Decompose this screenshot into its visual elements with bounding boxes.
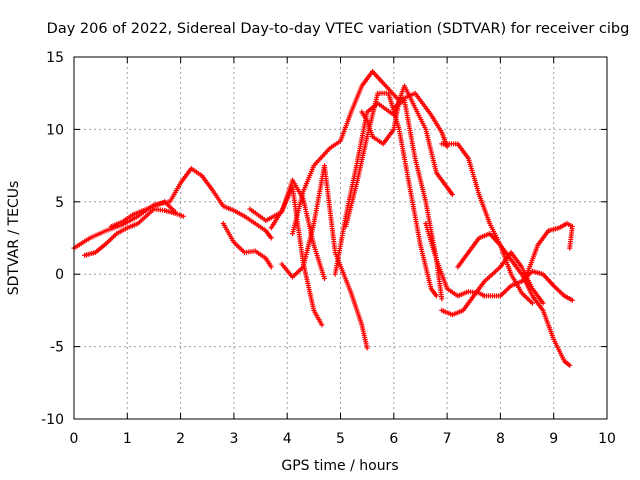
x-tick-label: 5: [336, 431, 345, 447]
series-arc14: [439, 249, 546, 318]
y-axis-label: SDTVAR / TECUs: [6, 181, 22, 296]
data-point: [322, 276, 328, 282]
series-arc10: [343, 90, 439, 299]
x-tick-label: 2: [176, 431, 185, 447]
x-axis-label: GPS time / hours: [281, 458, 398, 474]
series-arc5: [247, 177, 328, 282]
y-tick-label: -5: [50, 340, 64, 356]
axis-ticks: [73, 56, 608, 420]
x-tick-label: 6: [389, 431, 398, 447]
data-point: [540, 300, 546, 306]
x-tick-label: 9: [549, 431, 558, 447]
data-point: [172, 209, 178, 215]
data-point: [529, 300, 535, 306]
data-point: [180, 213, 186, 219]
x-tick-label: 1: [123, 431, 132, 447]
data-point: [364, 345, 370, 351]
data-point: [268, 264, 274, 270]
series-arc17: [481, 268, 575, 303]
data-point: [268, 235, 274, 241]
series-arc3: [108, 199, 178, 229]
series-arc8: [290, 68, 450, 237]
x-tick-label: 0: [70, 431, 79, 447]
data-point: [439, 296, 445, 302]
y-tick-label: 15: [46, 50, 64, 66]
y-tick-labels: -10 -5 0 5 10 15: [41, 50, 64, 428]
data-point: [569, 297, 575, 303]
y-tick-label: 10: [46, 122, 64, 138]
data-point: [449, 192, 455, 198]
y-tick-label: -10: [41, 412, 64, 428]
x-tick-label: 7: [443, 431, 452, 447]
data-point: [567, 362, 573, 368]
data-point: [567, 245, 573, 251]
data-points: [71, 68, 575, 368]
series-arc15: [455, 231, 535, 306]
x-tick-label: 4: [283, 431, 292, 447]
series-arc7: [268, 184, 325, 328]
x-tick-label: 3: [229, 431, 238, 447]
y-tick-label: 5: [55, 195, 64, 211]
x-tick-label: 8: [496, 431, 505, 447]
chart-title: Day 206 of 2022, Sidereal Day-to-day VTE…: [47, 21, 630, 37]
data-point: [319, 322, 325, 328]
x-tick-labels: 0 1 2 3 4 5 6 7 8 9 10: [70, 431, 616, 447]
x-tick-label: 10: [598, 431, 616, 447]
y-tick-label: 0: [55, 267, 64, 283]
data-point: [433, 293, 439, 299]
series-arc18: [524, 221, 575, 277]
series-arc4: [220, 221, 274, 270]
